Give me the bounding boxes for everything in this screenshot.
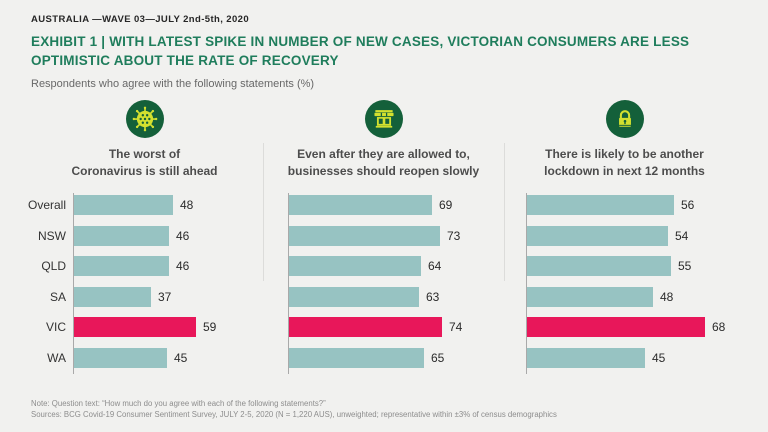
category-labels: Overall NSW QLD SA VIC WA bbox=[26, 193, 73, 374]
bar-qld bbox=[289, 256, 421, 276]
bar-sa bbox=[74, 286, 151, 307]
header: AUSTRALIA —WAVE 03—JULY 2nd-5th, 2020 EX… bbox=[0, 0, 768, 90]
chart-body-2: 69 73 64 63 74 65 bbox=[263, 193, 504, 374]
statement-heading-coronavirus: The worst of Coronavirus is still ahead bbox=[26, 146, 263, 180]
bar-row-nsw: 46 bbox=[74, 225, 263, 246]
bar-vic bbox=[74, 317, 196, 337]
bar-value: 48 bbox=[660, 289, 674, 304]
category-label-qld: QLD bbox=[41, 259, 66, 273]
bar-row-vic: 59 bbox=[74, 317, 263, 337]
chart-column-lockdown: There is likely to be another lockdown in… bbox=[504, 100, 745, 374]
kicker: AUSTRALIA —WAVE 03—JULY 2nd-5th, 2020 bbox=[31, 14, 250, 25]
bar-value: 46 bbox=[176, 228, 190, 243]
category-label-vic: VIC bbox=[45, 320, 66, 334]
bar-sa bbox=[527, 286, 653, 307]
bar-value: 55 bbox=[678, 259, 692, 273]
bar-row-overall: 69 bbox=[289, 195, 504, 215]
bar-row-sa: 37 bbox=[74, 286, 263, 307]
bar-row-vic: 68 bbox=[527, 317, 745, 337]
bar-row-nsw: 54 bbox=[527, 225, 745, 246]
storefront-icon bbox=[364, 100, 403, 138]
statement-line1: Even after they are allowed to, bbox=[297, 147, 470, 161]
bar-value: 63 bbox=[426, 289, 440, 304]
bar-chart-lockdown: 56 54 55 48 68 45 bbox=[526, 193, 745, 374]
category-label-nsw: NSW bbox=[38, 228, 66, 243]
subtitle: Respondents who agree with the following… bbox=[31, 78, 315, 90]
bar-sa bbox=[289, 286, 419, 307]
exhibit-title: EXHIBIT 1 | WITH LATEST SPIKE IN NUMBER … bbox=[31, 32, 737, 70]
bar-row-wa: 45 bbox=[527, 347, 745, 368]
bar-wa bbox=[74, 347, 167, 368]
chart-body-3: 56 54 55 48 68 45 bbox=[504, 193, 745, 374]
charts-section: The worst of Coronavirus is still ahead O… bbox=[0, 100, 768, 374]
bar-row-overall: 48 bbox=[74, 195, 263, 215]
chart-column-businesses: Even after they are allowed to, businesse… bbox=[263, 100, 504, 374]
bar-value: 74 bbox=[449, 320, 463, 334]
bar-nsw bbox=[527, 225, 668, 246]
bar-value: 45 bbox=[174, 350, 188, 365]
statement-line1: There is likely to be another bbox=[545, 147, 704, 161]
bar-vic bbox=[289, 317, 442, 337]
bar-chart-businesses: 69 73 64 63 74 65 bbox=[288, 193, 504, 374]
bar-row-qld: 55 bbox=[527, 256, 745, 276]
statement-line2: businesses should reopen slowly bbox=[287, 164, 480, 178]
column-divider-2 bbox=[504, 143, 505, 281]
bar-value: 64 bbox=[428, 259, 442, 273]
bar-value: 48 bbox=[180, 198, 194, 212]
bar-nsw bbox=[289, 225, 440, 246]
bar-chart-coronavirus: 48 46 46 37 59 45 bbox=[73, 193, 263, 374]
statement-heading-businesses: Even after they are allowed to, businesse… bbox=[263, 146, 504, 180]
bar-row-wa: 45 bbox=[74, 347, 263, 368]
bar-row-vic: 74 bbox=[289, 317, 504, 337]
statement-line1: The worst of bbox=[108, 147, 181, 161]
virus-icon bbox=[125, 100, 164, 138]
bar-value: 68 bbox=[712, 320, 726, 334]
bar-overall bbox=[74, 195, 173, 215]
bar-vic bbox=[527, 317, 705, 337]
bar-nsw bbox=[74, 225, 169, 246]
category-label-overall: Overall bbox=[27, 198, 66, 212]
exhibit-title-line2: OPTIMISTIC ABOUT THE RATE OF RECOVERY bbox=[31, 53, 339, 68]
bar-overall bbox=[289, 195, 432, 215]
footnotes: Note: Question text: “How much do you ag… bbox=[31, 399, 557, 420]
bar-value: 73 bbox=[447, 228, 461, 243]
category-label-wa: WA bbox=[47, 350, 66, 365]
sources-line: Sources: BCG Covid-19 Consumer Sentiment… bbox=[31, 409, 557, 419]
bar-wa bbox=[289, 347, 424, 368]
bar-value: 56 bbox=[681, 198, 695, 212]
bar-qld bbox=[527, 256, 671, 276]
bar-value: 46 bbox=[176, 259, 190, 273]
statement-line2: lockdown in next 12 months bbox=[544, 164, 705, 178]
bar-row-sa: 63 bbox=[289, 286, 504, 307]
bar-value: 69 bbox=[439, 198, 453, 212]
bar-value: 59 bbox=[203, 320, 217, 334]
lock-icon bbox=[605, 100, 644, 138]
bar-row-sa: 48 bbox=[527, 286, 745, 307]
chart-body-1: Overall NSW QLD SA VIC WA 48 46 46 37 59 45 bbox=[26, 193, 263, 374]
statement-line2: Coronavirus is still ahead bbox=[71, 164, 218, 178]
statement-heading-lockdown: There is likely to be another lockdown in… bbox=[504, 146, 745, 180]
note-line: Note: Question text: “How much do you ag… bbox=[31, 399, 326, 408]
bar-row-qld: 46 bbox=[74, 256, 263, 276]
bar-qld bbox=[74, 256, 169, 276]
bar-value: 37 bbox=[158, 289, 172, 304]
chart-column-coronavirus: The worst of Coronavirus is still ahead O… bbox=[26, 100, 263, 374]
bar-wa bbox=[527, 347, 645, 368]
bar-row-wa: 65 bbox=[289, 347, 504, 368]
column-divider-1 bbox=[263, 143, 264, 281]
bar-value: 45 bbox=[652, 350, 666, 365]
bar-row-overall: 56 bbox=[527, 195, 745, 215]
bar-value: 54 bbox=[675, 228, 689, 243]
bar-overall bbox=[527, 195, 674, 215]
category-label-sa: SA bbox=[49, 289, 66, 304]
exhibit-title-line1: EXHIBIT 1 | WITH LATEST SPIKE IN NUMBER … bbox=[31, 34, 690, 49]
bar-row-qld: 64 bbox=[289, 256, 504, 276]
bar-row-nsw: 73 bbox=[289, 225, 504, 246]
bar-value: 65 bbox=[431, 350, 445, 365]
